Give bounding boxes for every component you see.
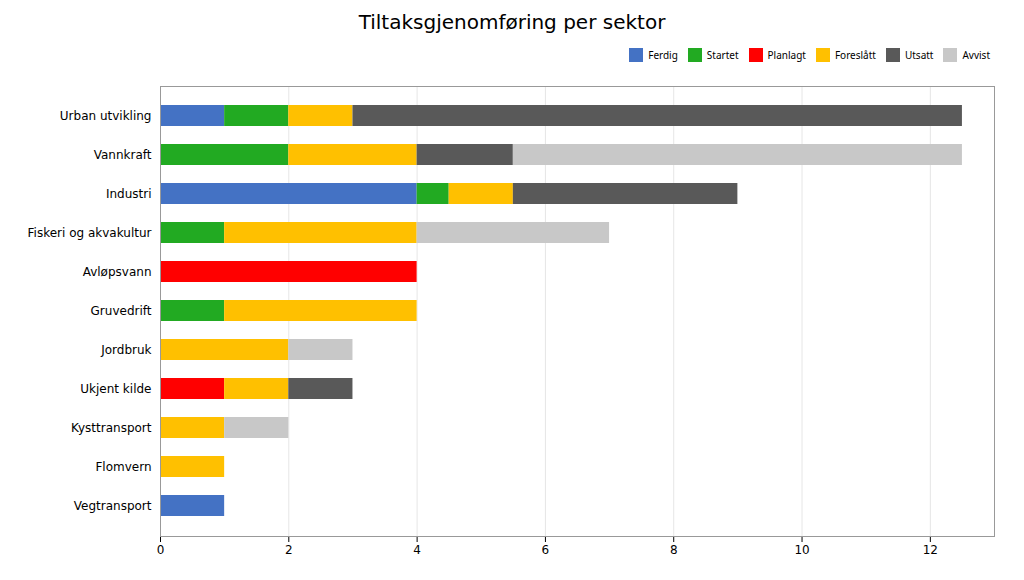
- html-text:Avvist: Avvist: [962, 47, 990, 62]
- svg-text:4: 4: [413, 543, 421, 557]
- svg-text:Fiskeri og akvakultur: Fiskeri og akvakultur: [28, 226, 152, 240]
- svg-text:Vannkraft: Vannkraft: [94, 148, 152, 162]
- html-text:Utsatt: Utsatt: [904, 47, 934, 62]
- svg-text:Flomvern: Flomvern: [95, 460, 151, 474]
- svg-text:Gruvedrift: Gruvedrift: [91, 304, 152, 318]
- svg-text:Avløpsvann: Avløpsvann: [83, 265, 152, 279]
- svg-text:12: 12: [923, 543, 938, 557]
- svg-text:10: 10: [794, 543, 809, 557]
- svg-text:6: 6: [542, 543, 550, 557]
- svg-text:2: 2: [285, 543, 293, 557]
- svg-text:Industri: Industri: [106, 187, 152, 201]
- svg-text:Ukjent kilde: Ukjent kilde: [80, 382, 151, 396]
- svg-text:Vegtransport: Vegtransport: [74, 499, 152, 513]
- svg-text:Kysttransport: Kysttransport: [71, 421, 152, 435]
- html-text:Startet: Startet: [706, 47, 739, 62]
- svg-text:Urban utvikling: Urban utvikling: [60, 109, 152, 123]
- svg-text:8: 8: [670, 543, 678, 557]
- html-text:Foreslått: Foreslått: [834, 47, 876, 62]
- svg-text:Jordbruk: Jordbruk: [100, 343, 151, 357]
- html-text:Tiltaksgjenomføring per sektor: Tiltaksgjenomføring per sektor: [358, 10, 666, 34]
- html-text:Ferdig: Ferdig: [648, 47, 678, 62]
- html-text:Planlagt: Planlagt: [767, 47, 806, 62]
- svg-text:0: 0: [157, 543, 165, 557]
